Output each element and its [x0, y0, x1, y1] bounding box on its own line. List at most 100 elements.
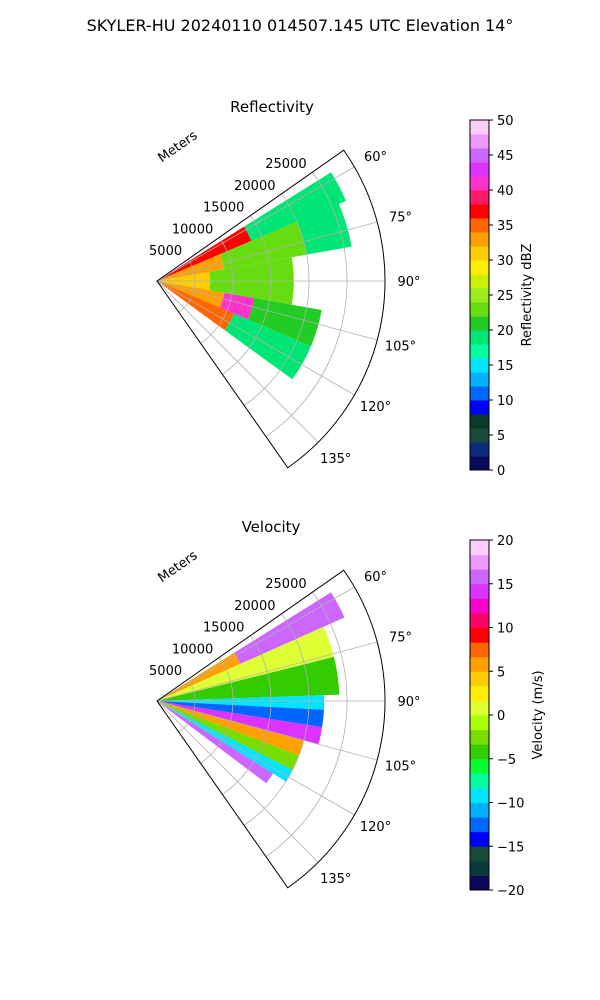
colorbar-tick-label: 45 [497, 149, 514, 164]
reflectivity-panel: Reflectivity 5000 10000 15000 20000 25000 60… [149, 98, 535, 479]
colorbar-bin [470, 134, 489, 149]
angle-tick-label: 105° [385, 760, 416, 775]
colorbar-bin [470, 817, 489, 833]
colorbar-bin [470, 120, 489, 135]
data-sector [219, 292, 255, 320]
colorbar-tick-label: −5 [497, 753, 516, 768]
colorbar-tick-label: 15 [497, 359, 514, 374]
reflectivity-colorbar: 0 5 10 15 20 25 30 35 40 45 50 [469, 114, 514, 479]
data-sector [234, 592, 345, 664]
grid-spoke [156, 641, 378, 702]
colorbar-bin [470, 246, 489, 261]
colorbar-bin [470, 671, 489, 687]
colorbar-bin [470, 627, 489, 643]
colorbar-bin [470, 554, 489, 570]
colorbar-tick-label: 10 [497, 394, 514, 409]
colorbar-bin [470, 288, 489, 303]
radial-tick-label: 25000 [265, 577, 306, 592]
colorbar-bin [470, 414, 489, 429]
angle-tick-label: 120° [360, 820, 391, 835]
colorbar-bin [470, 729, 489, 745]
data-sector [296, 203, 352, 255]
radial-tick-label: 10000 [172, 642, 213, 657]
data-sector [157, 626, 334, 701]
colorbar-bin [470, 685, 489, 701]
angle-tick-label: 60° [364, 570, 387, 585]
colorbar-bin [470, 860, 489, 876]
colorbar-bin [470, 162, 489, 177]
velocity-angle-ticks: 60° 75° 90° 105° 120° 135° [320, 570, 420, 887]
colorbar-tick-label: 15 [497, 578, 514, 593]
colorbar-bin [470, 358, 489, 373]
radial-tick-label: 25000 [265, 157, 306, 172]
angle-tick-label: 105° [385, 340, 416, 355]
colorbar-tick-label: 20 [497, 534, 514, 549]
colorbar-bin [470, 218, 489, 233]
grid-ring [200, 237, 234, 344]
colorbar-bin [470, 773, 489, 789]
sector-frame [156, 149, 386, 469]
data-sector [157, 254, 225, 281]
colorbar-bin [470, 569, 489, 585]
reflectivity-title: Reflectivity [230, 98, 314, 116]
data-sector [157, 701, 274, 784]
grid-spoke [156, 586, 355, 702]
colorbar-bin [470, 787, 489, 803]
radial-tick-label: 5000 [149, 664, 182, 679]
colorbar-tick-label: 10 [497, 622, 514, 637]
angle-tick-label: 120° [360, 400, 391, 415]
radial-tick-label: 20000 [234, 599, 275, 614]
data-sector [157, 695, 325, 710]
grid-spoke [156, 700, 355, 816]
velocity-title: Velocity [242, 518, 301, 536]
colorbar-tick-label: −20 [497, 884, 524, 899]
colorbar-bin [470, 744, 489, 760]
radial-tick-label: 15000 [203, 201, 244, 216]
figure-suptitle: SKYLER-HU 20240110 014507.145 UTC Elevat… [87, 16, 514, 35]
data-sector [224, 313, 311, 380]
data-sector [157, 701, 304, 756]
colorbar-bin [470, 232, 489, 247]
grid-spoke [156, 280, 378, 341]
reflectivity-grid [156, 149, 386, 469]
reflectivity-radial-axis-label: Meters [155, 128, 200, 166]
colorbar-bin [470, 204, 489, 219]
colorbar-bin [470, 176, 489, 191]
colorbar-bin [470, 386, 489, 401]
grid-ring [222, 215, 272, 375]
radial-tick-label: 20000 [234, 179, 275, 194]
colorbar-bin [470, 758, 489, 774]
grid-spoke [156, 280, 319, 443]
grid-ring [200, 657, 234, 764]
radial-tick-label: 15000 [203, 621, 244, 636]
radial-tick-label: 10000 [172, 222, 213, 237]
angle-tick-label: 135° [320, 452, 351, 467]
data-sector [157, 656, 340, 701]
sector-frame [156, 569, 386, 889]
data-sector [219, 221, 307, 270]
velocity-radial-ticks: 5000 10000 15000 20000 25000 [149, 577, 307, 679]
grid-ring [265, 171, 348, 437]
data-sector [157, 701, 293, 782]
colorbar-bin [470, 302, 489, 317]
colorbar-bin [470, 656, 489, 672]
colorbar-bin [470, 456, 489, 471]
data-sector [157, 281, 225, 308]
colorbar-tick-label: 35 [497, 219, 514, 234]
colorbar-tick-label: −15 [497, 840, 524, 855]
velocity-colorbar-label: Velocity (m/s) [531, 670, 546, 759]
grid-spoke [156, 166, 355, 282]
colorbar-bin [470, 715, 489, 731]
colorbar-tick-label: 5 [497, 665, 505, 680]
colorbar-bin [470, 831, 489, 847]
grid-ring [243, 193, 310, 406]
colorbar-bin [470, 612, 489, 628]
colorbar-bin [470, 148, 489, 163]
data-sector [157, 701, 299, 771]
velocity-grid [156, 569, 386, 889]
grid-ring [222, 635, 272, 795]
velocity-panel: Velocity 5000 10000 15000 20000 25000 60° 75°… [149, 518, 546, 899]
grid-spoke [156, 700, 378, 761]
colorbar-bin [470, 442, 489, 457]
colorbar-bin [470, 316, 489, 331]
